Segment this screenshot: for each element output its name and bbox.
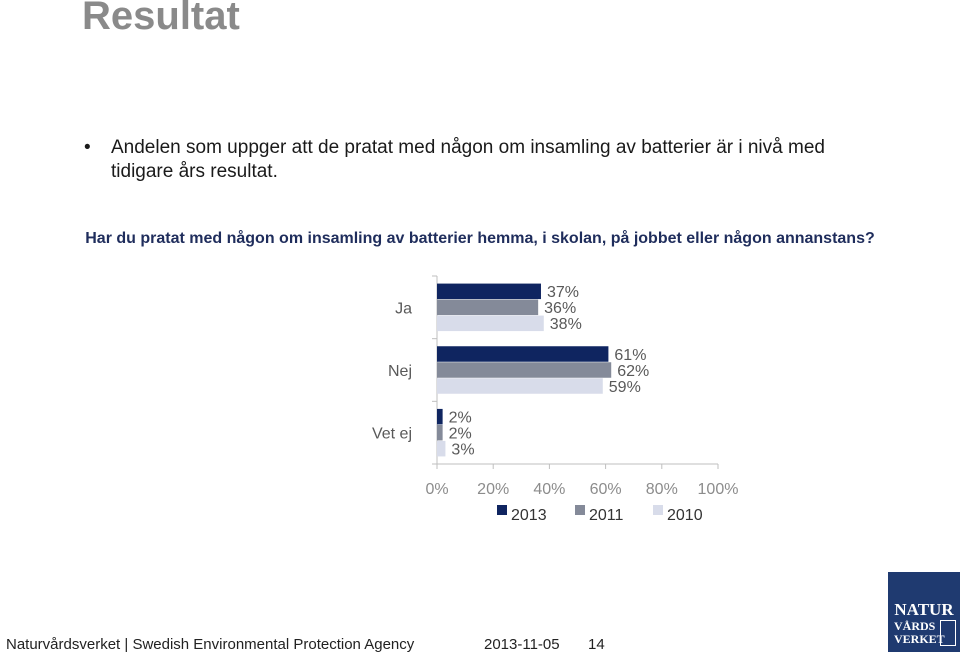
bar-2010	[437, 440, 446, 457]
bullet-text: Andelen som uppger att de pratat med någ…	[111, 137, 825, 182]
legend-swatch-2010	[653, 505, 663, 515]
bar-2011	[437, 362, 612, 378]
category-label: Nej	[388, 363, 412, 380]
footer-page-number: 14	[588, 636, 605, 653]
data-label: 61%	[614, 347, 646, 364]
category-label: Ja	[395, 300, 412, 317]
legend-label: 2013	[511, 507, 547, 524]
legend-label: 2010	[667, 507, 703, 524]
legend-swatch-2013	[497, 505, 507, 515]
bar-2011	[437, 299, 539, 316]
slide-title: Resultat	[82, 0, 240, 38]
x-tick-label: 100%	[698, 481, 739, 498]
bar-2013	[437, 408, 443, 425]
logo-emblem-icon	[940, 620, 956, 646]
x-tick-label: 20%	[477, 481, 509, 498]
data-label: 37%	[547, 284, 579, 301]
data-label: 38%	[550, 316, 582, 333]
data-label: 62%	[617, 363, 649, 380]
legend-label: 2011	[589, 507, 624, 524]
logo-line-3: VERKET	[894, 632, 945, 646]
bar-2010	[437, 378, 603, 394]
data-label: 2%	[449, 425, 472, 442]
x-tick-label: 60%	[590, 481, 622, 498]
bar-2010	[437, 315, 544, 332]
category-label: Vet ej	[372, 426, 412, 443]
data-label: 3%	[451, 441, 474, 458]
footer-date: 2013-11-05	[484, 636, 560, 653]
chart-question: Har du pratat med någon om insamling av …	[85, 230, 875, 247]
bar-2013	[437, 346, 609, 362]
x-tick-label: 40%	[533, 481, 565, 498]
logo-line-1: NATUR	[894, 600, 954, 619]
naturvardsverket-logo: NATUR VÅRDS VERKET	[888, 572, 960, 652]
bar-2011	[437, 424, 443, 441]
bar-2013	[437, 283, 541, 300]
x-tick-label: 80%	[646, 481, 678, 498]
data-label: 36%	[544, 300, 576, 317]
data-label: 59%	[609, 379, 641, 396]
bullet-marker: •	[84, 137, 91, 158]
footer-agency: Naturvårdsverket | Swedish Environmental…	[6, 636, 415, 653]
legend-swatch-2011	[575, 505, 585, 515]
x-tick-label: 0%	[425, 481, 448, 498]
logo-line-2: VÅRDS	[894, 619, 936, 633]
data-label: 2%	[449, 409, 472, 426]
